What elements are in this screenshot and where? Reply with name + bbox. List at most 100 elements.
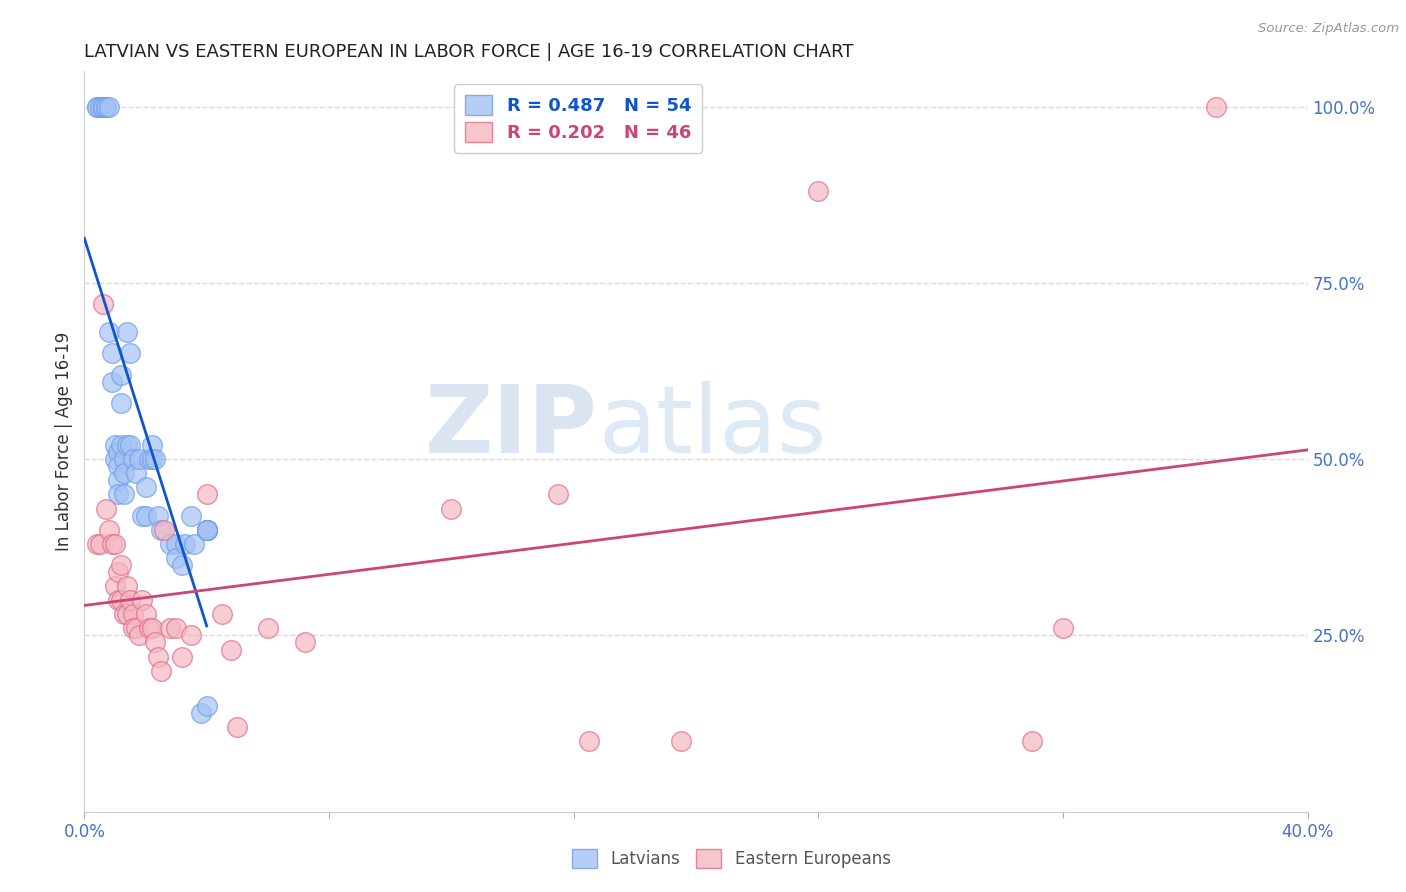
- Point: [86, 537, 108, 551]
- Text: LATVIAN VS EASTERN EUROPEAN IN LABOR FORCE | AGE 16-19 CORRELATION CHART: LATVIAN VS EASTERN EUROPEAN IN LABOR FOR…: [84, 44, 853, 62]
- Point: [115, 325, 138, 339]
- Point: [183, 537, 205, 551]
- Point: [112, 487, 135, 501]
- Point: [135, 607, 157, 622]
- Y-axis label: In Labor Force | Age 16-19: In Labor Force | Age 16-19: [55, 332, 73, 551]
- Point: [141, 621, 163, 635]
- Point: [104, 537, 127, 551]
- Text: ZIP: ZIP: [425, 381, 598, 473]
- Point: [190, 706, 212, 720]
- Point: [135, 480, 157, 494]
- Point: [141, 438, 163, 452]
- Point: [141, 452, 163, 467]
- Point: [112, 452, 135, 467]
- Point: [94, 501, 117, 516]
- Point: [110, 438, 132, 452]
- Point: [159, 621, 181, 635]
- Point: [165, 537, 187, 551]
- Point: [107, 473, 129, 487]
- Point: [104, 438, 127, 452]
- Point: [211, 607, 233, 622]
- Point: [107, 459, 129, 474]
- Point: [110, 558, 132, 572]
- Text: atlas: atlas: [598, 381, 827, 473]
- Point: [115, 438, 138, 452]
- Point: [578, 734, 600, 748]
- Point: [122, 621, 145, 635]
- Point: [89, 537, 111, 551]
- Point: [219, 642, 242, 657]
- Point: [101, 537, 124, 551]
- Point: [138, 621, 160, 635]
- Point: [195, 523, 218, 537]
- Point: [143, 635, 166, 649]
- Point: [195, 523, 218, 537]
- Point: [107, 445, 129, 459]
- Point: [120, 438, 142, 452]
- Point: [97, 325, 120, 339]
- Point: [125, 621, 148, 635]
- Point: [195, 487, 218, 501]
- Point: [115, 579, 138, 593]
- Point: [165, 550, 187, 565]
- Point: [195, 523, 218, 537]
- Point: [110, 593, 132, 607]
- Point: [97, 100, 120, 114]
- Point: [101, 346, 124, 360]
- Point: [1205, 100, 1227, 114]
- Point: [172, 558, 194, 572]
- Point: [128, 452, 150, 467]
- Legend: R = 0.487   N = 54, R = 0.202   N = 46: R = 0.487 N = 54, R = 0.202 N = 46: [454, 84, 702, 153]
- Point: [159, 537, 181, 551]
- Point: [122, 452, 145, 467]
- Point: [172, 649, 194, 664]
- Text: Source: ZipAtlas.com: Source: ZipAtlas.com: [1258, 22, 1399, 36]
- Point: [149, 664, 172, 678]
- Point: [94, 100, 117, 114]
- Point: [131, 508, 153, 523]
- Point: [138, 452, 160, 467]
- Point: [107, 593, 129, 607]
- Point: [91, 297, 114, 311]
- Point: [135, 508, 157, 523]
- Point: [807, 184, 830, 198]
- Point: [174, 537, 197, 551]
- Point: [547, 487, 569, 501]
- Point: [91, 100, 114, 114]
- Point: [112, 467, 135, 481]
- Point: [89, 100, 111, 114]
- Point: [195, 698, 218, 713]
- Point: [146, 649, 169, 664]
- Point: [86, 100, 108, 114]
- Legend: Latvians, Eastern Europeans: Latvians, Eastern Europeans: [565, 843, 897, 875]
- Point: [107, 487, 129, 501]
- Point: [120, 593, 142, 607]
- Point: [149, 523, 172, 537]
- Point: [125, 467, 148, 481]
- Point: [153, 523, 176, 537]
- Point: [1052, 621, 1074, 635]
- Point: [104, 579, 127, 593]
- Point: [195, 523, 218, 537]
- Point: [226, 720, 249, 734]
- Point: [101, 375, 124, 389]
- Point: [122, 607, 145, 622]
- Point: [97, 523, 120, 537]
- Point: [128, 628, 150, 642]
- Point: [195, 523, 218, 537]
- Point: [91, 100, 114, 114]
- Point: [1021, 734, 1043, 748]
- Point: [104, 452, 127, 467]
- Point: [120, 346, 142, 360]
- Point: [94, 100, 117, 114]
- Point: [294, 635, 316, 649]
- Point: [195, 523, 218, 537]
- Point: [112, 607, 135, 622]
- Point: [440, 501, 463, 516]
- Point: [131, 593, 153, 607]
- Point: [110, 368, 132, 382]
- Point: [115, 607, 138, 622]
- Point: [180, 508, 202, 523]
- Point: [107, 565, 129, 579]
- Point: [165, 621, 187, 635]
